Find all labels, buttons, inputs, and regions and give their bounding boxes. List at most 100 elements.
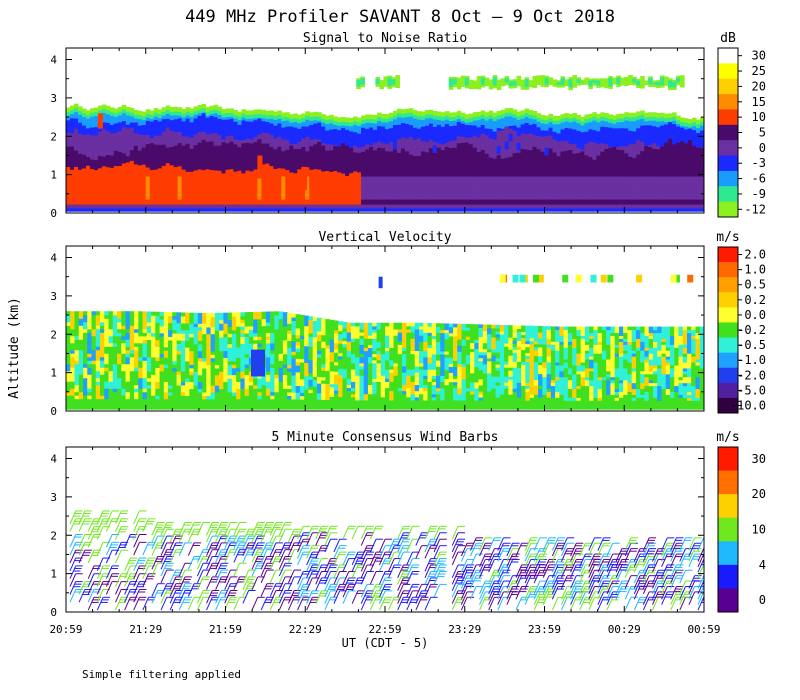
velocity-cell	[457, 329, 463, 334]
snr-cell	[676, 77, 681, 83]
snr-cell	[592, 199, 597, 206]
velocity-cell	[393, 381, 399, 386]
velocity-cell	[304, 315, 310, 320]
velocity-cell	[146, 356, 152, 361]
velocity-cell	[125, 360, 131, 365]
velocity-cell	[274, 318, 280, 323]
snr-cell	[361, 115, 366, 121]
snr-cell	[253, 208, 258, 212]
velocity-cell	[244, 374, 250, 379]
colorbar-swatch	[718, 140, 738, 157]
snr-cell	[197, 132, 203, 144]
snr-cell	[249, 110, 255, 116]
velocity-cell	[274, 325, 280, 330]
snr-cell	[185, 118, 191, 138]
velocity-cell	[253, 377, 258, 382]
snr-cell	[524, 204, 530, 209]
velocity-cell	[78, 402, 84, 407]
velocity-cell	[308, 356, 314, 360]
snr-cell	[297, 169, 302, 178]
velocity-cell	[414, 335, 420, 339]
snr-cell	[572, 121, 577, 131]
velocity-cell	[414, 356, 420, 361]
snr-cell	[680, 122, 685, 127]
velocity-cell	[91, 314, 97, 319]
velocity-cell	[376, 347, 382, 352]
velocity-cell	[83, 356, 88, 361]
snr-cell	[253, 142, 258, 171]
snr-cell	[448, 170, 454, 178]
velocity-cell	[78, 342, 84, 347]
velocity-cell	[367, 350, 373, 355]
velocity-cell	[134, 325, 139, 330]
velocity-cell	[504, 385, 509, 389]
velocity-cell	[159, 357, 165, 362]
velocity-cell	[87, 349, 93, 354]
velocity-cell	[444, 350, 450, 355]
velocity-cell	[138, 402, 144, 407]
snr-cell	[488, 204, 494, 209]
snr-cell	[536, 199, 542, 206]
snr-cell	[257, 118, 262, 135]
snr-cell	[412, 110, 418, 116]
snr-cell	[337, 172, 342, 178]
snr-cell	[580, 81, 585, 83]
snr-cell	[149, 208, 155, 212]
velocity-cell	[444, 329, 450, 334]
snr-cell	[193, 170, 199, 178]
snr-cell	[508, 199, 514, 206]
velocity-cell	[487, 351, 492, 356]
velocity-cell	[138, 346, 144, 351]
velocity-cell	[389, 344, 395, 349]
velocity-cell	[359, 353, 365, 358]
velocity-cell	[338, 387, 344, 391]
velocity-cell	[431, 366, 437, 370]
velocity-cell	[125, 342, 131, 347]
velocity-cell	[516, 337, 522, 341]
velocity-cell	[129, 318, 135, 323]
velocity-cell	[342, 343, 348, 348]
velocity-cell	[431, 387, 437, 392]
velocity-cell	[172, 402, 178, 407]
snr-cell	[321, 208, 326, 212]
snr-cell	[261, 114, 266, 119]
velocity-cell	[376, 353, 382, 358]
velocity-cell	[227, 391, 233, 396]
velocity-cell	[508, 340, 514, 344]
snr-cell	[169, 120, 175, 132]
velocity-cell	[240, 381, 246, 386]
velocity-cell	[346, 390, 352, 395]
velocity-cell	[487, 381, 492, 386]
snr-cell	[189, 112, 195, 118]
velocity-cell	[423, 359, 429, 364]
snr-cell	[468, 208, 474, 212]
snr-cell	[448, 112, 454, 118]
snr-cell	[253, 118, 258, 121]
velocity-cell	[172, 343, 178, 348]
velocity-cell	[117, 325, 122, 330]
snr-cell	[396, 108, 402, 114]
velocity-cell	[342, 337, 348, 342]
velocity-cell	[193, 329, 199, 335]
velocity-cell	[95, 349, 101, 354]
velocity-cell	[287, 323, 293, 328]
snr-cell	[500, 78, 506, 87]
velocity-cell	[516, 391, 522, 395]
snr-cell	[353, 121, 358, 126]
snr-cell	[636, 154, 641, 172]
velocity-cell	[448, 381, 454, 386]
velocity-cell	[83, 388, 88, 393]
velocity-cell	[168, 315, 173, 320]
velocity-cell	[389, 390, 395, 395]
velocity-cell	[431, 406, 437, 410]
snr-cell	[66, 146, 71, 168]
snr-cell	[620, 199, 625, 206]
velocity-cell	[257, 315, 263, 320]
velocity-cell	[66, 395, 71, 400]
velocity-cell	[83, 339, 88, 344]
velocity-cell	[261, 398, 267, 403]
snr-cell	[464, 137, 470, 144]
velocity-cell	[274, 377, 280, 382]
snr-cell	[109, 199, 115, 206]
velocity-cell	[227, 353, 233, 358]
